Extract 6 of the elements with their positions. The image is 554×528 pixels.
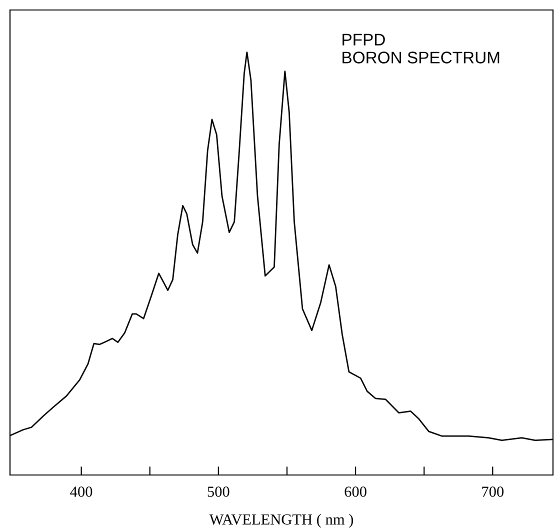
x-axis-title: WAVELENGTH ( nm ) (209, 514, 354, 528)
x-tick-label: 400 (70, 486, 92, 497)
x-tick-label: 700 (482, 486, 504, 497)
annotation: PFPD BORON SPECTRUM (342, 34, 500, 64)
x-tick-label: 600 (344, 486, 366, 497)
x-tick-label: 500 (208, 486, 230, 497)
